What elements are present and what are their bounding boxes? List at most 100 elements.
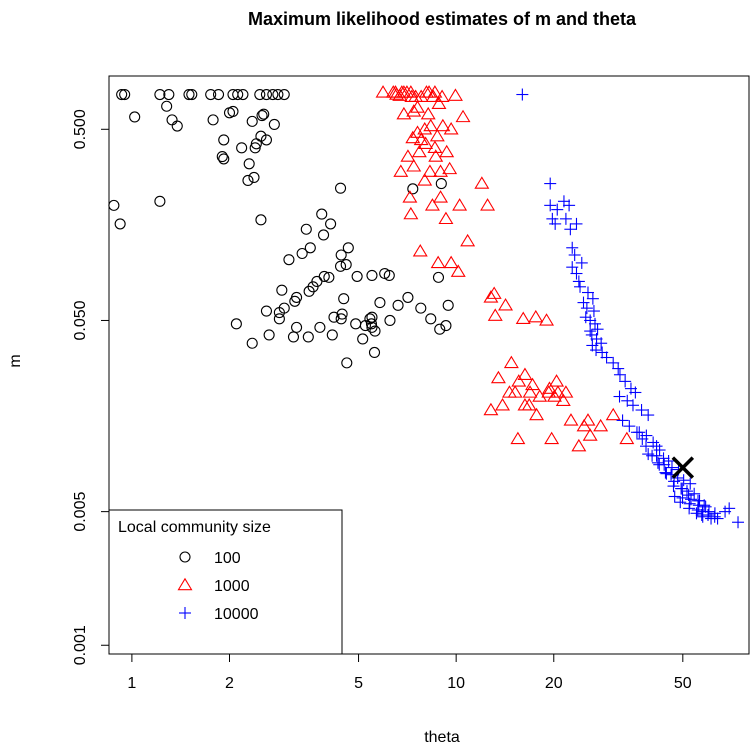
point-100 — [326, 329, 338, 341]
point-10000 — [564, 223, 577, 236]
point-10000 — [676, 482, 689, 495]
point-100 — [384, 314, 396, 327]
point-1000 — [539, 313, 555, 326]
point-1000 — [417, 173, 433, 186]
point-1000 — [511, 374, 527, 387]
point-100 — [440, 320, 452, 332]
point-10000 — [577, 296, 590, 309]
point-1000 — [429, 128, 445, 142]
point-1000 — [501, 385, 517, 398]
point-100 — [364, 313, 376, 325]
point-1000 — [428, 149, 444, 162]
point-1000 — [490, 370, 506, 384]
point-10000 — [684, 477, 697, 490]
point-1000 — [442, 161, 458, 175]
point-1000 — [433, 190, 449, 203]
legend-entry-label: 1000 — [214, 578, 250, 595]
point-10000 — [566, 241, 579, 254]
point-10000 — [612, 362, 625, 375]
y-axis: 0.001 0.005 0.050 0.500 — [72, 109, 109, 665]
point-100 — [108, 199, 120, 211]
point-10000 — [636, 432, 649, 445]
point-100 — [260, 305, 273, 317]
x-axis-label: theta — [424, 729, 460, 746]
point-1000 — [563, 413, 579, 426]
point-10000 — [613, 368, 626, 381]
point-100 — [232, 88, 244, 101]
point-100 — [207, 114, 219, 126]
point-10000 — [630, 426, 643, 439]
point-100 — [227, 105, 239, 117]
point-100 — [351, 270, 363, 282]
point-10000 — [668, 490, 681, 503]
point-100 — [300, 223, 312, 235]
point-100 — [342, 242, 354, 254]
point-100 — [365, 318, 378, 330]
point-1000 — [438, 211, 454, 225]
point-100 — [341, 357, 353, 369]
point-10000 — [629, 386, 642, 399]
point-10000 — [623, 420, 636, 433]
point-100 — [273, 313, 285, 325]
point-100 — [379, 267, 391, 280]
point-10000 — [570, 267, 583, 280]
point-1000 — [403, 206, 419, 220]
point-100 — [230, 318, 242, 330]
point-1000 — [528, 309, 544, 323]
x-tick-label: 10 — [447, 675, 465, 692]
legend-entry-label: 10000 — [214, 606, 259, 623]
point-1000 — [413, 89, 429, 102]
point-10000 — [674, 496, 687, 509]
point-1000 — [434, 89, 450, 102]
legend-box — [108, 509, 343, 655]
point-10000 — [546, 212, 559, 225]
point-10000 — [544, 199, 557, 212]
point-100 — [392, 299, 404, 311]
point-10000 — [574, 280, 587, 293]
point-10000 — [575, 256, 588, 269]
point-1000 — [521, 398, 537, 411]
highlight-marker — [671, 456, 695, 479]
point-10000 — [566, 261, 579, 274]
point-100 — [357, 333, 369, 345]
point-100 — [334, 182, 347, 194]
x-tick-label: 2 — [225, 675, 234, 692]
point-10000 — [640, 440, 653, 453]
highlight-x-marker — [671, 456, 695, 479]
legend-symbol-100 — [179, 551, 191, 563]
point-1000 — [396, 106, 412, 120]
point-100 — [260, 88, 273, 101]
point-10000 — [651, 456, 664, 469]
point-1000 — [529, 407, 545, 421]
point-100 — [273, 306, 285, 319]
point-10000 — [570, 217, 583, 230]
point-10000 — [581, 286, 594, 299]
y-axis-label: m — [7, 354, 24, 367]
point-100 — [325, 218, 337, 230]
point-10000 — [588, 317, 601, 330]
point-100 — [314, 321, 326, 333]
point-1000 — [402, 190, 418, 203]
x-axis: 1 2 5 10 20 50 — [127, 654, 692, 692]
point-100 — [338, 293, 350, 305]
point-100 — [368, 346, 381, 359]
point-100 — [435, 178, 447, 190]
point-10000 — [572, 275, 585, 288]
point-10000 — [551, 203, 564, 216]
point-10000 — [613, 390, 626, 403]
point-1000 — [422, 164, 438, 177]
point-1000 — [498, 298, 514, 311]
point-10000 — [653, 444, 666, 457]
point-100 — [350, 318, 362, 330]
point-1000 — [525, 377, 541, 391]
point-1000 — [435, 118, 451, 132]
point-100 — [318, 270, 330, 282]
point-1000 — [412, 244, 428, 257]
point-100 — [289, 295, 301, 307]
point-100 — [248, 171, 260, 183]
point-100 — [255, 130, 267, 142]
point-1000 — [427, 85, 443, 98]
point-1000 — [439, 144, 455, 158]
point-10000 — [699, 500, 712, 513]
